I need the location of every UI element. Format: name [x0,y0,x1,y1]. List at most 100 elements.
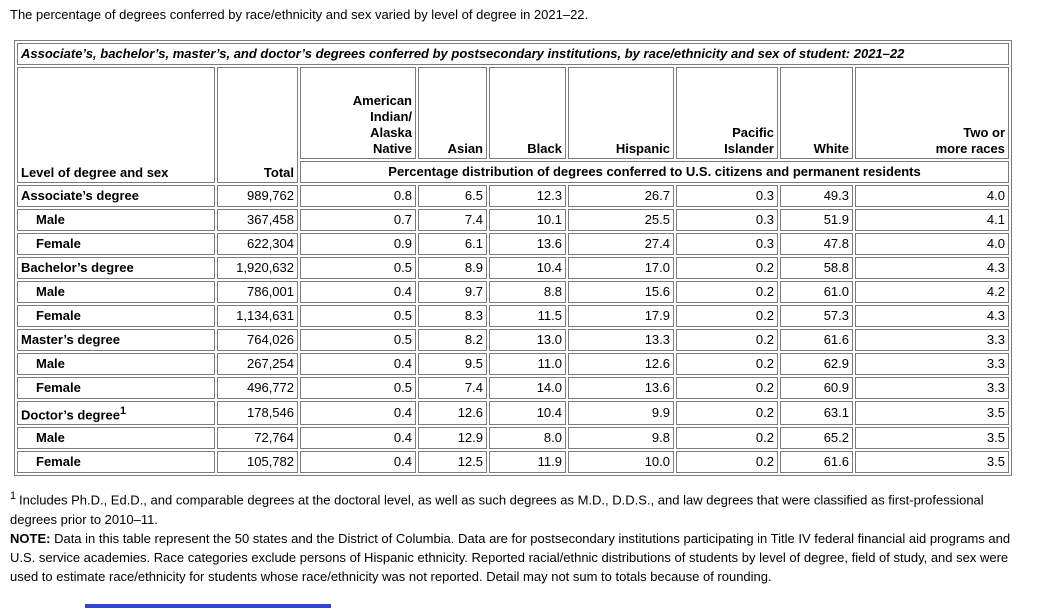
row-label: Female [17,305,215,327]
row-label: Male [17,353,215,375]
row-label: Master’s degree [17,329,215,351]
row-label: Associate’s degree [17,185,215,207]
percent-value: 13.0 [489,329,566,351]
percent-value: 9.5 [418,353,487,375]
percent-value: 61.6 [780,451,853,474]
percent-value: 0.4 [300,353,416,375]
percent-value: 3.3 [855,329,1009,351]
percent-value: 7.4 [418,209,487,231]
percentage-distribution-header: Percentage distribution of degrees confe… [300,161,1009,183]
percent-value: 9.9 [568,401,674,426]
percent-value: 0.9 [300,233,416,255]
footnotes: 1 Includes Ph.D., Ed.D., and comparable d… [10,487,1031,585]
percent-value: 8.3 [418,305,487,327]
partial-blue-bar [85,604,331,608]
percent-value: 12.6 [568,353,674,375]
footnote-1-text: Includes Ph.D., Ed.D., and comparable de… [10,492,984,527]
percent-value: 11.9 [489,451,566,474]
percent-value: 0.2 [676,353,778,375]
col-header-level-of-degree-and-sex: Level of degree and sex [17,67,215,183]
percent-value: 0.8 [300,185,416,207]
footnote-1: 1 Includes Ph.D., Ed.D., and comparable d… [10,487,1031,528]
percent-value: 7.4 [418,377,487,399]
row-label: Female [17,377,215,399]
percent-value: 11.0 [489,353,566,375]
percent-value: 12.5 [418,451,487,474]
percent-value: 17.0 [568,257,674,279]
total-value: 72,764 [217,427,298,450]
percent-value: 13.6 [568,377,674,399]
table-row: Associate’s degree 989,762 0.8 6.5 12.3 26.7 0… [17,185,1009,207]
percent-value: 0.2 [676,329,778,351]
percent-value: 3.5 [855,401,1009,426]
percent-value: 0.4 [300,281,416,303]
table-row: Female 105,782 0.4 12.5 11.9 10.0 0.2 61.6 3.5 [17,451,1009,474]
percent-value: 65.2 [780,427,853,450]
percent-value: 0.2 [676,401,778,426]
row-label: Male [17,427,215,450]
table-body: Associate’s degree 989,762 0.8 6.5 12.3 26.7 0… [17,185,1009,474]
percent-value: 0.3 [676,209,778,231]
intro-text: The percentage of degrees conferred by r… [10,7,589,22]
total-value: 989,762 [217,185,298,207]
percent-value: 0.5 [300,305,416,327]
percent-value: 12.9 [418,427,487,450]
percent-value: 8.9 [418,257,487,279]
percent-value: 0.4 [300,401,416,426]
percent-value: 4.3 [855,305,1009,327]
percent-value: 11.5 [489,305,566,327]
degrees-table: Associate’s, bachelor’s, master’s, and d… [14,40,1012,477]
table-row: Male 267,254 0.4 9.5 11.0 12.6 0.2 62.9 3.3 [17,353,1009,375]
percent-value: 8.0 [489,427,566,450]
percent-value: 0.4 [300,451,416,474]
percent-value: 0.3 [676,185,778,207]
percent-value: 6.5 [418,185,487,207]
percent-value: 62.9 [780,353,853,375]
table-row: Female 1,134,631 0.5 8.3 11.5 17.9 0.2 57.3 4.3 [17,305,1009,327]
percent-value: 9.7 [418,281,487,303]
percent-value: 49.3 [780,185,853,207]
table-row: Master’s degree 764,026 0.5 8.2 13.0 13.3 0.2 6… [17,329,1009,351]
note-label: NOTE: [10,530,51,546]
total-value: 267,254 [217,353,298,375]
percent-value: 0.2 [676,281,778,303]
total-value: 1,134,631 [217,305,298,327]
col-header-hispanic: Hispanic [568,67,674,159]
row-label: Bachelor’s degree [17,257,215,279]
span-header-row: Percentage distribution of degrees confe… [17,161,1009,183]
percent-value: 4.1 [855,209,1009,231]
table-row: Bachelor’s degree 1,920,632 0.5 8.9 10.4 17.0… [17,257,1009,279]
row-label-footnote-marker: 1 [119,405,127,417]
total-value: 1,920,632 [217,257,298,279]
col-header-pacific-islander: Pacific Islander [676,67,778,159]
total-value: 367,458 [217,209,298,231]
percent-value: 4.0 [855,233,1009,255]
percent-value: 0.2 [676,427,778,450]
percent-value: 61.6 [780,329,853,351]
percent-value: 8.2 [418,329,487,351]
percent-value: 3.5 [855,451,1009,474]
percent-value: 0.2 [676,257,778,279]
percent-value: 4.3 [855,257,1009,279]
total-value: 764,026 [217,329,298,351]
row-label: Doctor’s degree1 [17,401,215,426]
table-row: Female 622,304 0.9 6.1 13.6 27.4 0.3 47.8 4.0 [17,233,1009,255]
table-row: Doctor’s degree1 178,546 0.4 12.6 10.4 9.9 0.2… [17,401,1009,426]
percent-value: 6.1 [418,233,487,255]
percent-value: 58.8 [780,257,853,279]
percent-value: 61.0 [780,281,853,303]
percent-value: 0.5 [300,329,416,351]
total-value: 105,782 [217,451,298,474]
footnote-1-marker: 1 [10,490,17,503]
percent-value: 51.9 [780,209,853,231]
percent-value: 4.0 [855,185,1009,207]
percent-value: 0.3 [676,233,778,255]
percent-value: 4.2 [855,281,1009,303]
percent-value: 13.3 [568,329,674,351]
col-header-asian: Asian [418,67,487,159]
col-header-american-indian-alaska-native: American Indian/ Alaska Native [300,67,416,159]
col-header-white: White [780,67,853,159]
percent-value: 0.4 [300,427,416,450]
percent-value: 0.5 [300,377,416,399]
total-value: 496,772 [217,377,298,399]
